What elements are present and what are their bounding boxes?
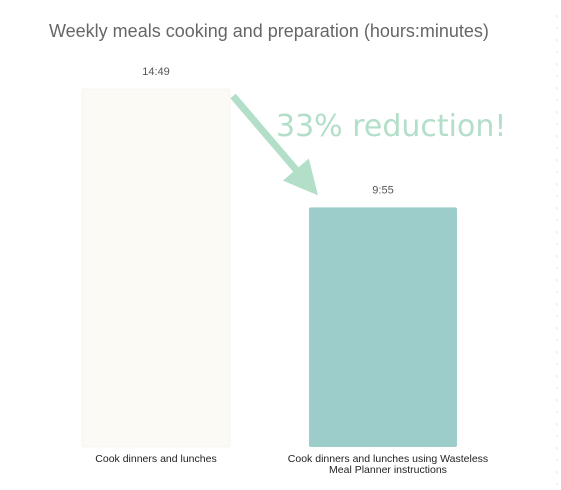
bars-layer — [81, 88, 457, 448]
edge-dot — [556, 171, 558, 173]
edge-dot — [556, 459, 558, 461]
edge-dot — [556, 183, 558, 185]
reduction-arrow — [230, 93, 318, 196]
edge-dot — [556, 315, 558, 317]
chart-title: Weekly meals cooking and preparation (ho… — [49, 21, 489, 41]
edge-dot — [556, 399, 558, 401]
category-label-1: Cook dinners and lunches — [95, 453, 216, 465]
edge-dot — [556, 207, 558, 209]
value-label-2: 9:55 — [372, 184, 393, 196]
edge-dot — [556, 243, 558, 245]
edge-dot — [556, 267, 558, 269]
edge-dot — [556, 255, 558, 257]
edge-dot — [556, 219, 558, 221]
edge-dot — [556, 135, 558, 137]
edge-dot — [556, 375, 558, 377]
edge-dot — [556, 483, 558, 485]
edge-dot — [556, 159, 558, 161]
bar-1 — [81, 88, 231, 448]
edge-dot — [556, 123, 558, 125]
edge-dot — [556, 471, 558, 473]
category-labels-layer: Cook dinners and lunches Cook dinners and… — [95, 453, 488, 476]
edge-dot — [556, 339, 558, 341]
edge-dot — [556, 279, 558, 281]
edge-dot — [556, 411, 558, 413]
edge-dot — [556, 111, 558, 113]
edge-dot — [556, 435, 558, 437]
edge-dot — [556, 27, 558, 29]
category-label-2-line-1: Cook dinners and lunches using Wasteless — [288, 453, 488, 465]
category-label-2: Cook dinners and lunches using Wasteless… — [288, 453, 488, 476]
edge-dot — [556, 75, 558, 77]
value-label-1: 14:49 — [142, 66, 170, 78]
edge-dot — [556, 63, 558, 65]
right-edge-dots — [556, 15, 558, 485]
edge-dot — [556, 51, 558, 53]
edge-dot — [556, 303, 558, 305]
edge-dot — [556, 39, 558, 41]
edge-dot — [556, 99, 558, 101]
value-labels-layer: 14:49 9:55 — [142, 66, 393, 196]
edge-dot — [556, 147, 558, 149]
edge-dot — [556, 387, 558, 389]
category-label-1-line-1: Cook dinners and lunches — [95, 453, 216, 465]
category-label-2-line-2: Meal Planner instructions — [329, 464, 447, 476]
reduction-annotation: 33% reduction! — [276, 109, 506, 144]
edge-dot — [556, 447, 558, 449]
edge-dot — [556, 291, 558, 293]
edge-dot — [556, 423, 558, 425]
edge-dot — [556, 231, 558, 233]
annotation-layer: 33% reduction! — [230, 93, 506, 196]
edge-dot — [556, 15, 558, 17]
edge-dot — [556, 195, 558, 197]
bar-2 — [309, 207, 457, 447]
edge-dot — [556, 327, 558, 329]
edge-dot — [556, 363, 558, 365]
edge-dot — [556, 351, 558, 353]
edge-dot — [556, 87, 558, 89]
